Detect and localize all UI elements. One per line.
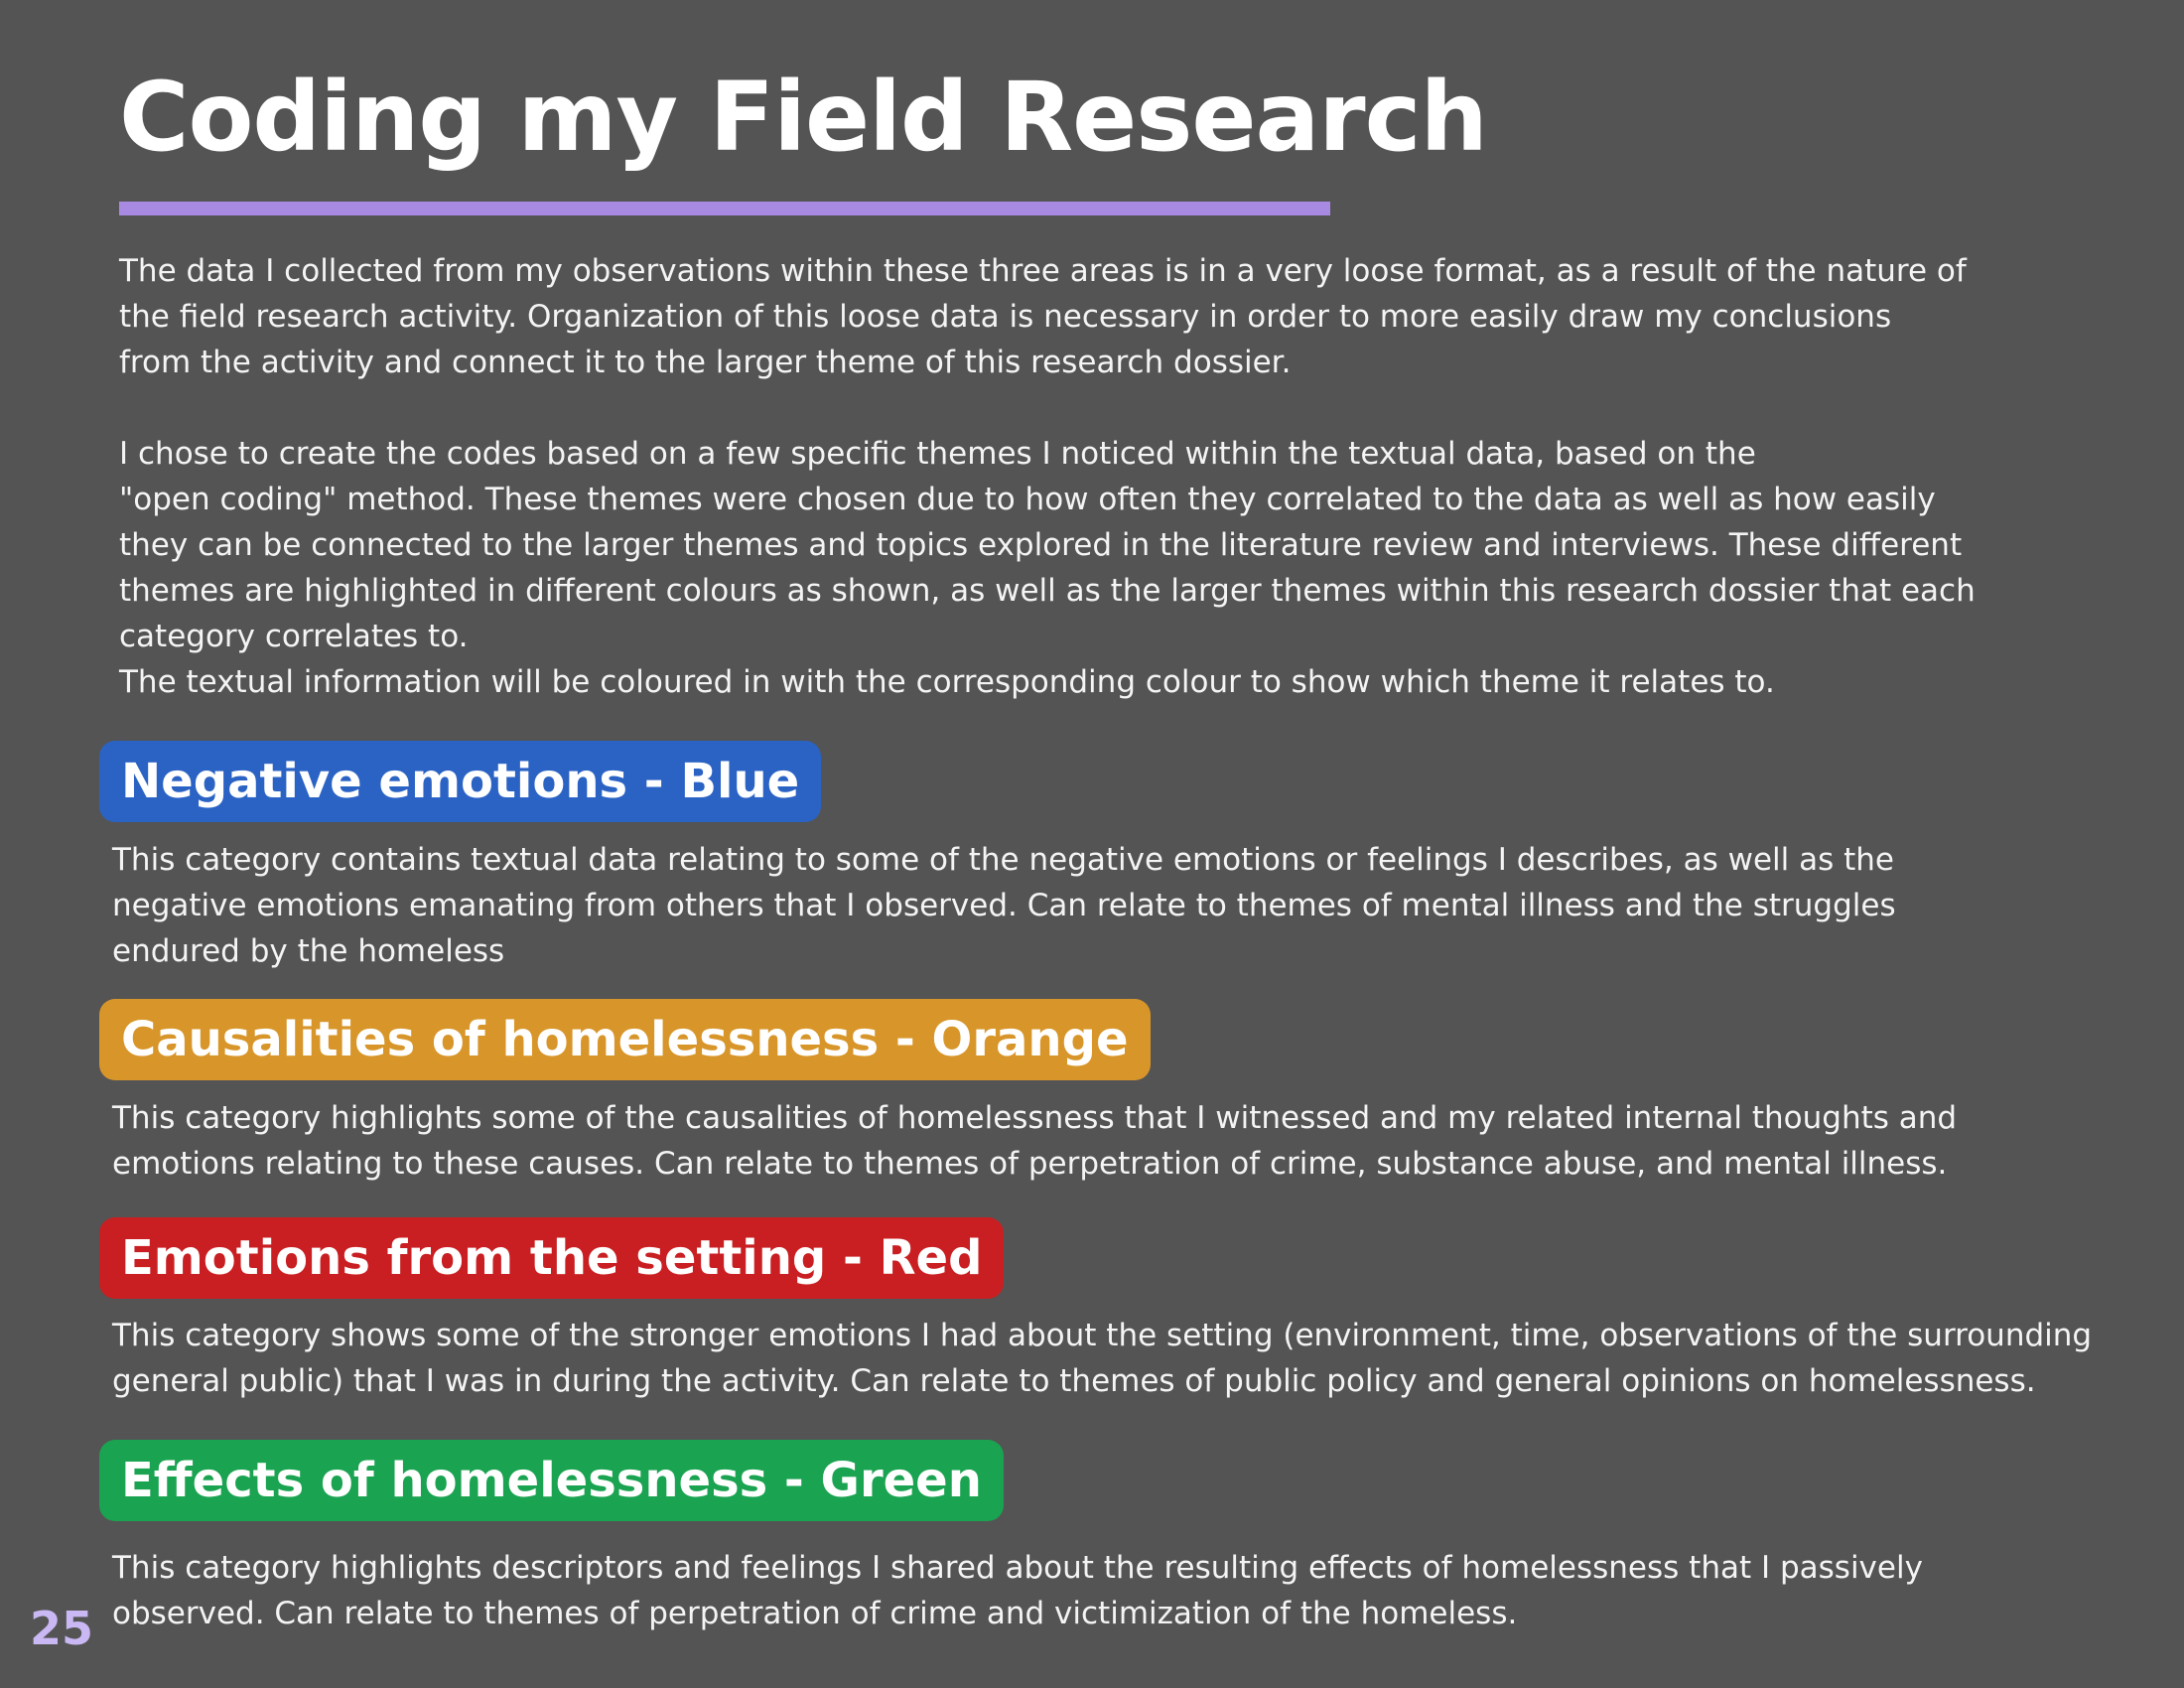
intro-paragraph: I chose to create the codes based on a f… [119,436,1976,654]
category-badge-orange: Causalities of homelessness - Orange [99,999,1151,1080]
category-description-orange: This category highlights some of the cau… [112,1100,1958,1182]
title-underline [119,202,1330,215]
category-badge-red: Emotions from the setting - Red [99,1217,1005,1299]
category-badge-blue: Negative emotions - Blue [99,741,822,822]
category-description-blue: This category contains textual data rela… [112,842,1896,969]
intro-paragraph: The data I collected from my observation… [119,253,1967,380]
intro-text: The data I collected from my observation… [119,248,2105,705]
page-title: Coding my Field Research [119,62,1488,173]
category-description-red: This category shows some of the stronger… [112,1318,2093,1399]
intro-paragraph: The textual information will be coloured… [119,664,1775,700]
category-description-green: This category highlights descriptors and… [112,1550,1923,1631]
category-badge-green: Effects of homelessness - Green [99,1440,1004,1521]
page-number: 25 [30,1602,94,1655]
